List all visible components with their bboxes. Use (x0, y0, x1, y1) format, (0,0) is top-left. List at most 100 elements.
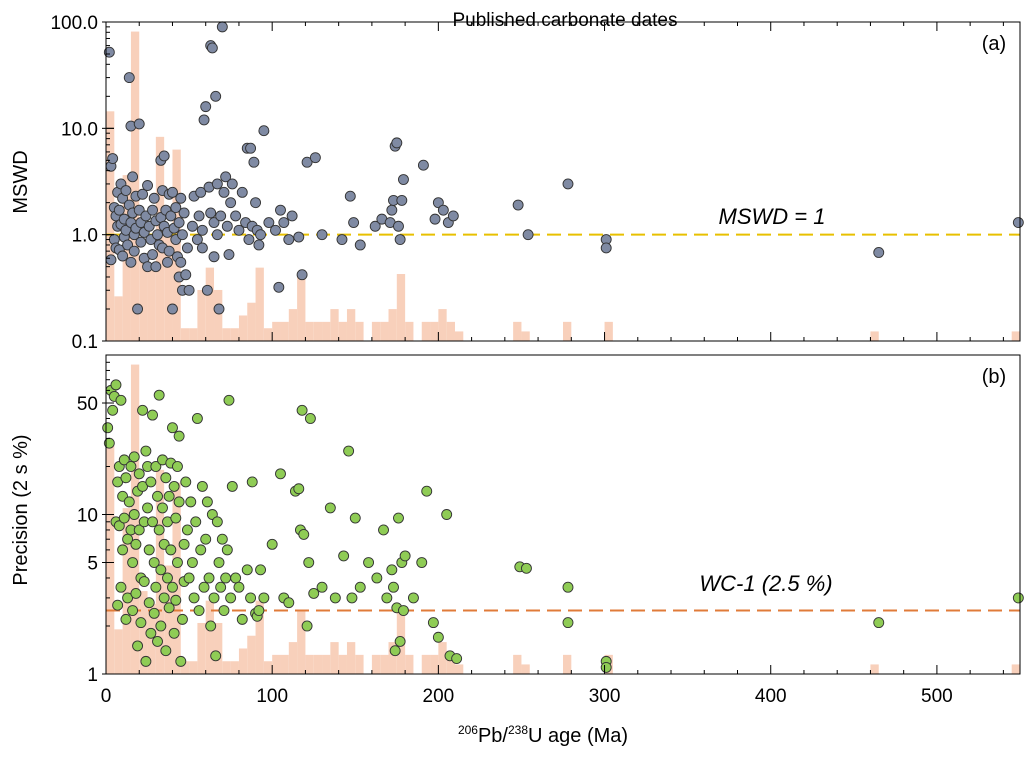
x-tick-label: 300 (589, 686, 621, 707)
histogram-bar (521, 331, 530, 341)
data-point (133, 118, 145, 130)
data-point (163, 245, 175, 257)
histogram-bar (214, 289, 223, 341)
histogram-bar (454, 331, 464, 341)
axes-a: 0.1 1.0 10.0 100.0 (50, 13, 1021, 353)
data-point (186, 220, 198, 232)
data-point (205, 620, 217, 632)
data-point (133, 524, 145, 536)
data-point (168, 627, 180, 639)
data-point (230, 572, 242, 584)
data-point (193, 605, 205, 616)
data-point (363, 557, 375, 568)
data-point (180, 476, 192, 488)
data-point (127, 171, 139, 183)
data-point (173, 496, 185, 508)
histogram-bar (513, 654, 522, 674)
histogram-bar (513, 321, 522, 341)
data-point (278, 217, 290, 229)
data-point (117, 250, 129, 262)
data-point (205, 207, 217, 219)
data-point (215, 210, 227, 222)
data-point (233, 224, 245, 236)
data-point (246, 476, 258, 488)
x-tick-label: 500 (921, 686, 953, 707)
data-point (208, 592, 220, 604)
data-point (301, 156, 313, 168)
data-point (105, 254, 117, 266)
data-point (191, 413, 203, 424)
data-point (600, 242, 612, 254)
data-point (562, 617, 574, 629)
data-point (130, 587, 142, 599)
data-point (128, 245, 140, 257)
data-point (407, 592, 419, 604)
histogram-bar (280, 321, 289, 341)
data-point (432, 197, 444, 209)
data-point (386, 204, 398, 216)
data-point (176, 613, 188, 625)
x-tick-label: 200 (423, 686, 455, 707)
histogram-bar (380, 654, 389, 674)
data-point (118, 512, 130, 524)
histogram-bar (355, 321, 364, 341)
data-point (398, 174, 409, 185)
histogram-bar (172, 482, 181, 674)
data-point (210, 90, 222, 102)
data-point (386, 564, 398, 576)
data-point (181, 524, 193, 536)
data-point (175, 192, 187, 204)
data-point (107, 404, 119, 416)
plot-frame (105, 354, 1021, 675)
data-point (133, 468, 145, 480)
data-point (388, 581, 399, 593)
data-point (120, 185, 132, 196)
data-point (253, 239, 265, 251)
data-point (152, 635, 163, 647)
histogram-bar (396, 274, 406, 341)
histogram-bar (346, 309, 356, 341)
points-b (102, 379, 1024, 673)
data-point (236, 186, 248, 198)
histogram-bar (604, 321, 613, 341)
data-point (421, 485, 433, 497)
histogram-bar (338, 654, 347, 674)
data-point (213, 557, 225, 568)
panel-label-b: (b) (982, 366, 1006, 388)
histogram-bar (288, 309, 298, 341)
histogram-bar (114, 296, 123, 341)
data-point (293, 483, 305, 495)
histogram-bar (870, 664, 879, 674)
data-point (191, 234, 203, 245)
data-point (165, 544, 177, 556)
data-point (163, 490, 175, 502)
histogram-bar (122, 508, 131, 674)
data-point (150, 461, 162, 472)
histogram-bar (313, 321, 323, 341)
data-point (354, 581, 366, 593)
data-point (286, 210, 298, 222)
data-point (145, 627, 157, 639)
data-point (344, 190, 356, 202)
histogram-bar (222, 328, 231, 341)
data-point (170, 202, 182, 213)
histogram-bar (164, 232, 173, 341)
histogram-bar (247, 635, 256, 674)
data-point (165, 210, 177, 222)
data-point (127, 605, 139, 616)
histogram-bar (371, 654, 381, 674)
data-point (245, 142, 257, 154)
data-point (203, 572, 215, 584)
data-point (218, 186, 230, 198)
data-point (296, 269, 308, 281)
data-point (316, 581, 328, 593)
data-point (208, 217, 220, 229)
data-point (153, 389, 165, 401)
x-axis-title-sup1: 206 (458, 723, 478, 737)
histogram-bar (297, 610, 306, 674)
histogram-bar (388, 642, 397, 674)
histogram-bar (330, 309, 339, 341)
data-point (158, 592, 170, 604)
histogram-bar (255, 267, 264, 341)
